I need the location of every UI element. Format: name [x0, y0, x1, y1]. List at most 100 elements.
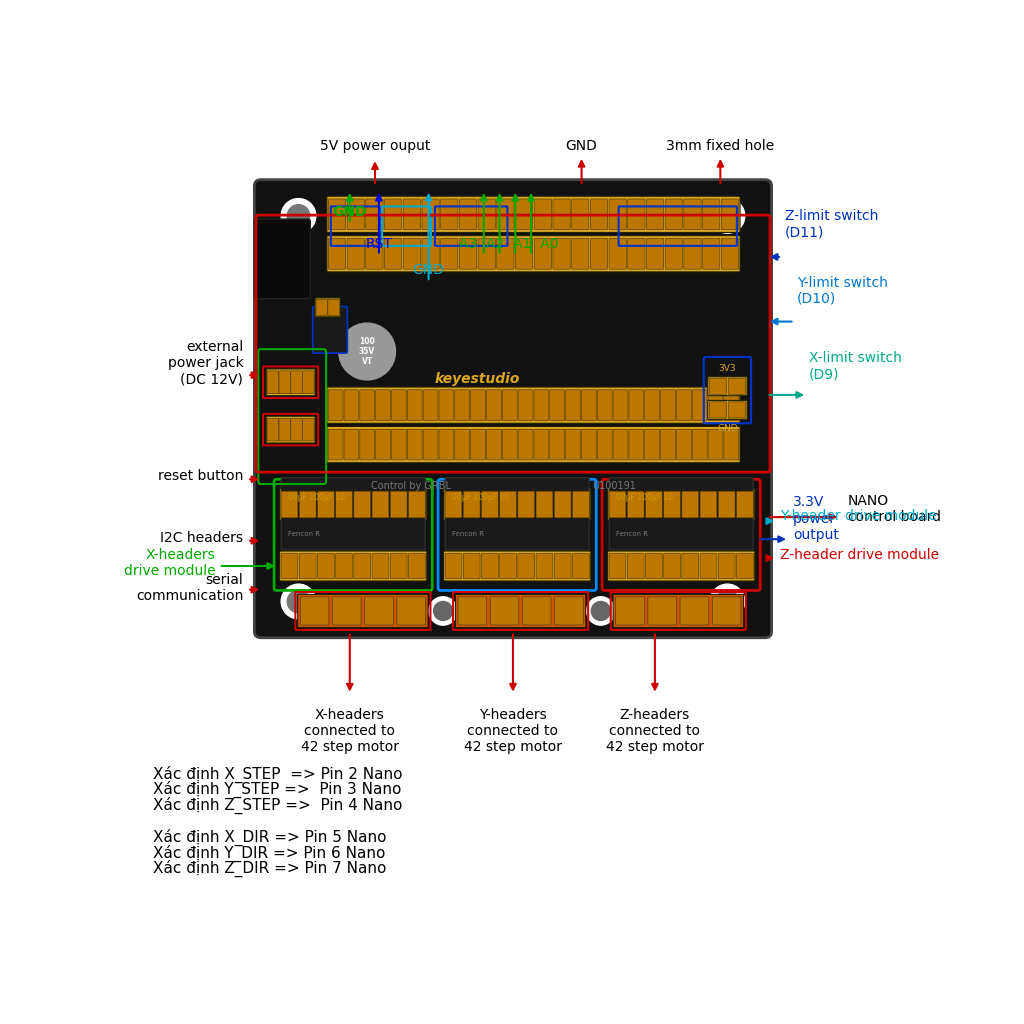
FancyBboxPatch shape: [279, 371, 291, 393]
FancyBboxPatch shape: [682, 492, 698, 518]
Text: 5V power ouput: 5V power ouput: [319, 139, 430, 153]
FancyBboxPatch shape: [572, 553, 590, 579]
FancyBboxPatch shape: [710, 378, 727, 394]
FancyBboxPatch shape: [397, 597, 426, 625]
Text: X-headers
connected to
42 step motor: X-headers connected to 42 step motor: [301, 708, 398, 755]
FancyBboxPatch shape: [503, 390, 517, 421]
Text: serial
communication: serial communication: [136, 573, 244, 603]
Circle shape: [433, 601, 453, 621]
FancyBboxPatch shape: [347, 239, 365, 269]
FancyBboxPatch shape: [423, 429, 438, 460]
FancyBboxPatch shape: [718, 553, 735, 579]
FancyBboxPatch shape: [254, 179, 772, 638]
Circle shape: [710, 584, 744, 618]
Circle shape: [591, 601, 610, 621]
FancyBboxPatch shape: [471, 429, 485, 460]
FancyBboxPatch shape: [645, 492, 663, 518]
FancyBboxPatch shape: [333, 597, 361, 625]
FancyBboxPatch shape: [590, 239, 607, 269]
FancyBboxPatch shape: [553, 199, 570, 229]
FancyBboxPatch shape: [328, 429, 343, 460]
FancyBboxPatch shape: [327, 236, 740, 272]
Text: 00μF 100μF 10: 00μF 100μF 10: [616, 493, 674, 502]
FancyBboxPatch shape: [535, 239, 552, 269]
FancyBboxPatch shape: [724, 429, 738, 460]
FancyBboxPatch shape: [359, 429, 375, 460]
FancyBboxPatch shape: [736, 492, 754, 518]
FancyBboxPatch shape: [329, 199, 346, 229]
FancyBboxPatch shape: [460, 239, 476, 269]
FancyBboxPatch shape: [280, 551, 427, 581]
FancyBboxPatch shape: [445, 492, 462, 518]
Text: 3.3V
power
output: 3.3V power output: [793, 496, 839, 542]
FancyBboxPatch shape: [463, 553, 480, 579]
Circle shape: [716, 205, 738, 227]
FancyBboxPatch shape: [317, 553, 334, 579]
FancyBboxPatch shape: [518, 553, 535, 579]
FancyBboxPatch shape: [565, 390, 581, 421]
Text: GND: GND: [333, 205, 367, 219]
FancyBboxPatch shape: [682, 553, 698, 579]
FancyBboxPatch shape: [702, 199, 720, 229]
FancyBboxPatch shape: [422, 199, 439, 229]
FancyBboxPatch shape: [481, 553, 499, 579]
Circle shape: [587, 597, 615, 625]
FancyBboxPatch shape: [700, 492, 717, 518]
FancyBboxPatch shape: [628, 199, 645, 229]
FancyBboxPatch shape: [439, 429, 454, 460]
FancyBboxPatch shape: [327, 197, 740, 232]
Text: I2C headers: I2C headers: [161, 530, 244, 545]
FancyBboxPatch shape: [497, 199, 514, 229]
FancyBboxPatch shape: [609, 553, 626, 579]
FancyBboxPatch shape: [728, 378, 745, 394]
FancyBboxPatch shape: [677, 429, 691, 460]
Text: Z-headers
connected to
42 step motor: Z-headers connected to 42 step motor: [606, 708, 703, 755]
Circle shape: [287, 590, 310, 612]
FancyBboxPatch shape: [354, 553, 371, 579]
FancyBboxPatch shape: [409, 553, 425, 579]
FancyBboxPatch shape: [664, 492, 681, 518]
FancyBboxPatch shape: [535, 199, 552, 229]
FancyBboxPatch shape: [680, 597, 709, 625]
FancyBboxPatch shape: [728, 401, 745, 418]
Text: Xác định Z_STEP =>  Pin 4 Nano: Xác định Z_STEP => Pin 4 Nano: [153, 797, 402, 814]
Circle shape: [710, 199, 744, 233]
FancyBboxPatch shape: [522, 597, 551, 625]
FancyBboxPatch shape: [303, 371, 314, 393]
FancyBboxPatch shape: [607, 551, 755, 581]
Text: Xác định X_DIR => Pin 5 Nano: Xác định X_DIR => Pin 5 Nano: [153, 828, 386, 846]
FancyBboxPatch shape: [724, 390, 738, 421]
FancyBboxPatch shape: [629, 429, 644, 460]
FancyBboxPatch shape: [515, 239, 532, 269]
FancyBboxPatch shape: [554, 492, 571, 518]
FancyBboxPatch shape: [423, 390, 438, 421]
FancyBboxPatch shape: [660, 390, 676, 421]
FancyBboxPatch shape: [708, 377, 748, 395]
FancyBboxPatch shape: [366, 239, 383, 269]
FancyBboxPatch shape: [490, 597, 519, 625]
FancyBboxPatch shape: [376, 429, 390, 460]
FancyBboxPatch shape: [366, 199, 383, 229]
FancyBboxPatch shape: [478, 199, 496, 229]
FancyBboxPatch shape: [629, 390, 644, 421]
FancyBboxPatch shape: [328, 299, 339, 315]
FancyBboxPatch shape: [613, 390, 628, 421]
FancyBboxPatch shape: [328, 390, 343, 421]
Circle shape: [282, 584, 315, 618]
FancyBboxPatch shape: [708, 390, 723, 421]
Text: A3  A2  A1  A0: A3 A2 A1 A0: [460, 237, 559, 251]
Text: 3V3: 3V3: [719, 365, 736, 374]
FancyBboxPatch shape: [303, 418, 314, 441]
FancyBboxPatch shape: [315, 298, 340, 316]
FancyBboxPatch shape: [684, 239, 701, 269]
FancyBboxPatch shape: [590, 199, 607, 229]
FancyBboxPatch shape: [439, 390, 454, 421]
FancyBboxPatch shape: [317, 492, 334, 518]
FancyBboxPatch shape: [692, 429, 708, 460]
FancyBboxPatch shape: [718, 492, 735, 518]
FancyBboxPatch shape: [279, 418, 291, 441]
FancyBboxPatch shape: [344, 429, 358, 460]
Circle shape: [287, 205, 310, 227]
Circle shape: [339, 324, 395, 380]
Text: U100191: U100191: [592, 480, 636, 490]
